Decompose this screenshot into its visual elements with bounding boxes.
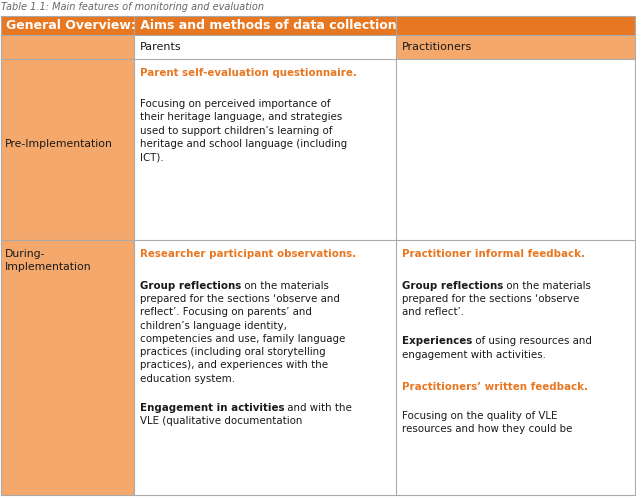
Text: Focusing on perceived importance of
their heritage language, and strategies
used: Focusing on perceived importance of thei… [140, 98, 347, 163]
Text: Practitioners’ written feedback.: Practitioners’ written feedback. [402, 382, 588, 392]
Text: on the materials: on the materials [503, 281, 591, 291]
Bar [396, 35, 635, 58]
Bar [1, 35, 134, 58]
Bar [1, 2, 635, 15]
Bar [134, 35, 396, 58]
Text: Parents: Parents [140, 42, 181, 51]
Text: competencies and use, family language: competencies and use, family language [140, 334, 345, 344]
Text: Researcher participant observations.: Researcher participant observations. [140, 249, 356, 259]
Text: prepared for the sections ‘observe: prepared for the sections ‘observe [402, 294, 579, 304]
Text: Group reflections: Group reflections [402, 281, 503, 291]
Text: reflect’. Focusing on parents’ and: reflect’. Focusing on parents’ and [140, 308, 312, 318]
Bar [396, 240, 635, 495]
Text: Practitioners: Practitioners [402, 42, 472, 51]
Text: prepared for the sections ‘observe and: prepared for the sections ‘observe and [140, 294, 340, 304]
Text: During-
Implementation: During- Implementation [5, 249, 92, 272]
Bar [1, 240, 134, 495]
Text: Focusing on the quality of VLE: Focusing on the quality of VLE [402, 410, 557, 420]
Text: Parent self-evaluation questionnaire.: Parent self-evaluation questionnaire. [140, 68, 357, 78]
Text: and with the: and with the [284, 402, 352, 412]
Text: and reflect’.: and reflect’. [402, 308, 464, 318]
Text: Group reflections: Group reflections [140, 281, 241, 291]
Text: on the materials: on the materials [241, 281, 329, 291]
Bar [1, 16, 635, 35]
Text: practices), and experiences with the: practices), and experiences with the [140, 360, 328, 370]
Text: of using resources and: of using resources and [472, 336, 592, 346]
Text: resources and how they could be: resources and how they could be [402, 424, 572, 434]
Text: practices (including oral storytelling: practices (including oral storytelling [140, 347, 326, 357]
Text: children’s language identity,: children’s language identity, [140, 320, 287, 330]
Text: Engagement in activities: Engagement in activities [140, 402, 284, 412]
Text: General Overview: Aims and methods of data collection: General Overview: Aims and methods of da… [6, 19, 397, 32]
Bar [1, 58, 134, 240]
Text: engagement with activities.: engagement with activities. [402, 350, 546, 360]
Text: VLE (qualitative documentation: VLE (qualitative documentation [140, 416, 302, 426]
Text: education system.: education system. [140, 374, 235, 384]
Bar [134, 240, 396, 495]
Text: Practitioner informal feedback.: Practitioner informal feedback. [402, 249, 585, 259]
Bar [396, 58, 635, 240]
Bar [134, 58, 396, 240]
Text: Experiences: Experiences [402, 336, 472, 346]
Text: Pre-Implementation: Pre-Implementation [5, 139, 113, 149]
Text: Table 1.1: Main features of monitoring and evaluation: Table 1.1: Main features of monitoring a… [1, 2, 265, 12]
